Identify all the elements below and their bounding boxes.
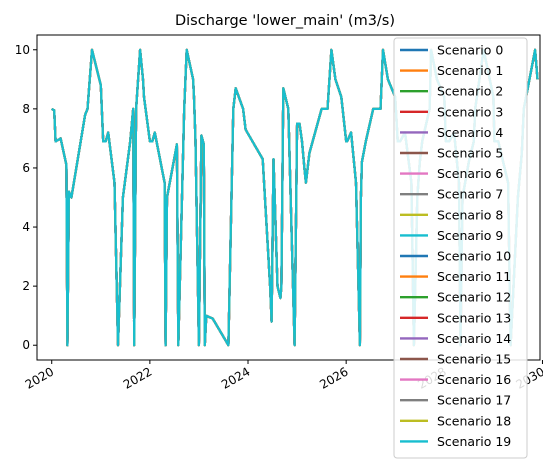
legend-label-14: Scenario 14 [437, 331, 511, 346]
legend-label-15: Scenario 15 [437, 352, 511, 367]
legend-label-16: Scenario 16 [437, 372, 511, 387]
legend-label-11: Scenario 11 [437, 269, 511, 284]
y-tick-label-3: 6 [22, 161, 30, 175]
legend-label-1: Scenario 1 [437, 63, 503, 78]
legend-label-12: Scenario 12 [437, 290, 511, 305]
axes-frame [36, 34, 541, 361]
legend-label-19: Scenario 19 [437, 434, 511, 449]
legend-label-17: Scenario 17 [437, 393, 511, 408]
x-tick-label-3: 2026 [317, 364, 350, 391]
legend-label-2: Scenario 2 [437, 84, 503, 99]
legend-label-7: Scenario 7 [437, 187, 503, 202]
y-tick-label-1: 2 [22, 279, 30, 293]
legend-label-6: Scenario 6 [437, 166, 503, 181]
legend-label-9: Scenario 9 [437, 228, 503, 243]
legend-label-0: Scenario 0 [437, 43, 503, 58]
legend-label-13: Scenario 13 [437, 310, 511, 325]
legend-label-8: Scenario 8 [437, 207, 503, 222]
x-tick-label-2: 2024 [219, 364, 252, 391]
chart-title: Discharge 'lower_main' (m3/s) [175, 13, 395, 29]
legend-label-4: Scenario 4 [437, 125, 503, 140]
y-tick-label-0: 0 [22, 338, 30, 352]
legend-label-5: Scenario 5 [437, 146, 503, 161]
x-tick-label-0: 2020 [23, 364, 56, 391]
legend: Scenario 0 Scenario 1 Scenario 2 Scenario 3… [393, 37, 528, 459]
y-tick-label-5: 10 [15, 43, 30, 57]
x-tick-label-1: 2022 [121, 364, 154, 391]
y-tick-label-4: 8 [22, 102, 30, 116]
legend-box [393, 37, 528, 459]
legend-label-3: Scenario 3 [437, 104, 503, 119]
y-tick-label-2: 4 [22, 220, 30, 234]
legend-label-18: Scenario 18 [437, 413, 511, 428]
legend-label-10: Scenario 10 [437, 249, 511, 264]
y-axis: 0 2 4 6 8 10 [15, 43, 37, 352]
